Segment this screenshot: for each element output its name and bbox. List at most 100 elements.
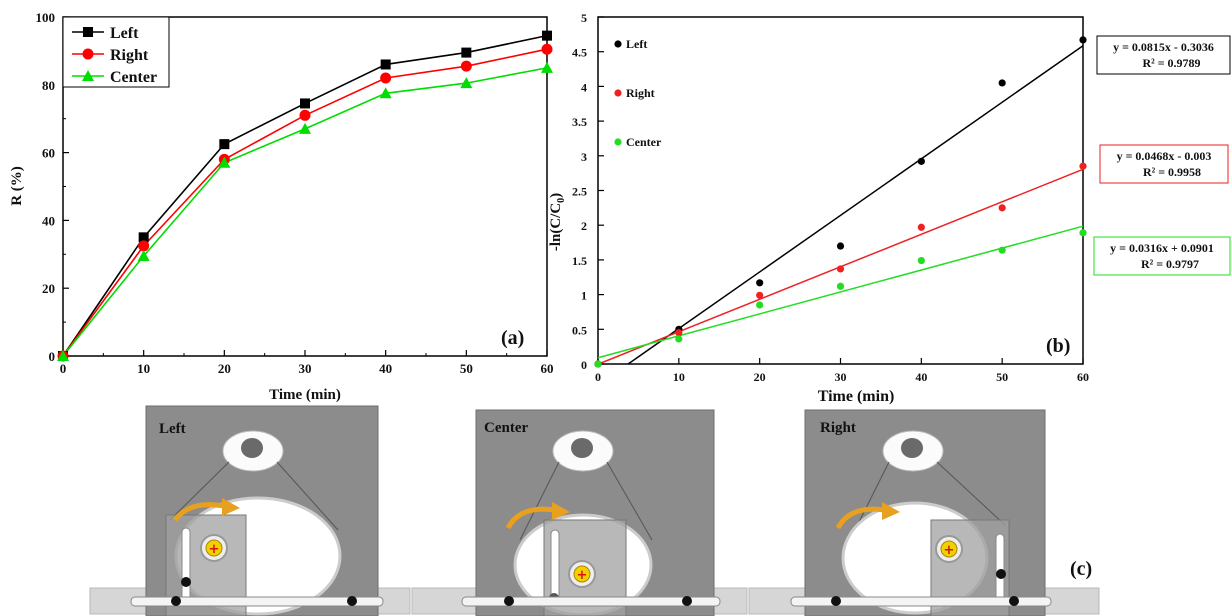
point-center [836,282,845,290]
point-right [138,240,150,252]
equation-box-left [1096,35,1231,75]
point-right [836,265,845,273]
camera-lens [901,438,923,458]
rod [181,527,191,601]
slide-track [790,596,1052,607]
legend-marker-left [614,40,622,48]
r-squared-left: R² = 0.9789 [1142,56,1200,70]
chart-b-ylabel-sub: 0 [556,198,567,203]
x-tick-label: 50 [996,370,1008,384]
point-center [460,77,473,89]
rotation-arrow-head [222,498,240,516]
legend-marker-left [83,27,93,37]
slide-track [130,596,384,607]
rotation-arrow [173,502,225,522]
x-tick-label: 0 [595,370,601,384]
x-tick-label: 10 [137,361,150,376]
point-left [1079,36,1087,44]
chart-b-ticks: 0 10 20 30 40 50 60 0 0.5 1 1.5 2 2.5 3 3.5 4 4.5 5 [572,11,1089,384]
rod-marker [181,577,191,587]
lamp-core [573,565,591,583]
point-right [460,60,472,72]
view-line [519,461,560,541]
rotation-arrow-head [882,502,900,520]
y-tick-label: 3 [581,150,587,164]
lamp-core [205,539,223,557]
point-left [138,232,149,243]
point-left [998,79,1006,87]
point-left [380,59,391,70]
point-right [380,72,392,84]
point-right [756,291,764,299]
diagram-c-panel-label: (c) [1070,558,1092,580]
point-center [594,360,602,368]
rod [995,533,1005,601]
lamp-cross: + [577,568,588,583]
unit-right: Right + [790,409,1052,616]
chart-b-xlabel: Time (min) [818,388,895,405]
point-center [998,246,1006,254]
y-tick-label: 0.5 [572,323,587,337]
y-tick-label: 5 [581,11,587,25]
chart-a-panel-label: (a) [501,327,524,349]
y-tick-label: 20 [42,281,55,296]
chart-b-points [594,36,1087,368]
equation-box-right [1099,144,1229,184]
point-center [379,87,392,99]
track-stop [504,596,514,606]
x-tick-label: 30 [299,361,312,376]
point-left [917,157,925,165]
y-tick-label: 3.5 [572,115,587,129]
track-stop [682,596,692,606]
point-center [917,256,925,265]
y-tick-label: 80 [42,78,55,93]
track-stop [831,596,841,606]
point-center [218,156,231,168]
y-tick-label: 4.5 [572,46,587,60]
y-tick-label: 2 [581,219,587,233]
point-right [1079,162,1087,170]
rotation-arrow [835,506,886,530]
point-right [299,109,311,121]
legend-label-right: Right [110,47,149,64]
y-tick-label: 40 [42,213,55,228]
track-stop [347,596,357,606]
unit-center: Center + [461,409,721,616]
y-tick-label: 1.5 [572,254,587,268]
rod-marker [996,569,1006,579]
rod [550,529,560,601]
point-left [219,139,230,150]
camera-lens [241,438,263,458]
chart-b-frame [597,16,1084,365]
unit-left: Left + [130,405,384,616]
chart-a-ticks: 0 10 20 30 40 50 60 0 20 40 60 80 100 [36,10,554,376]
y-tick-label: 100 [36,10,56,25]
chart-a-xlabel: Time (min) [269,387,341,403]
point-center [57,350,69,361]
chart-b-fit-lines [597,45,1084,365]
unit-left-label: Left [159,421,186,437]
point-center [756,301,764,309]
lamp-cross: + [209,542,220,557]
point-left [300,98,310,109]
y-tick-label: 0 [581,358,587,372]
legend-label-right: Right [626,86,655,100]
track-stop [1009,596,1019,606]
view-line [276,461,339,531]
y-tick-label: 2.5 [572,185,587,199]
point-left [756,279,764,287]
equation-left: y = 0.0815x - 0.3036 [1113,40,1214,54]
legend-marker-center [82,70,94,81]
chart-b-ylabel-end: ) [548,193,564,198]
legend-label-center: Center [110,69,157,86]
legend-label-left: Left [110,25,139,42]
y-tick-label: 4 [581,80,587,94]
x-tick-label: 10 [673,370,685,384]
x-tick-label: 20 [218,361,231,376]
lamp-core [940,540,958,558]
point-left [836,242,845,250]
rotation-arrow [505,506,556,530]
chart-a-points [57,30,553,362]
r-squared-center: R² = 0.9797 [1141,257,1199,271]
